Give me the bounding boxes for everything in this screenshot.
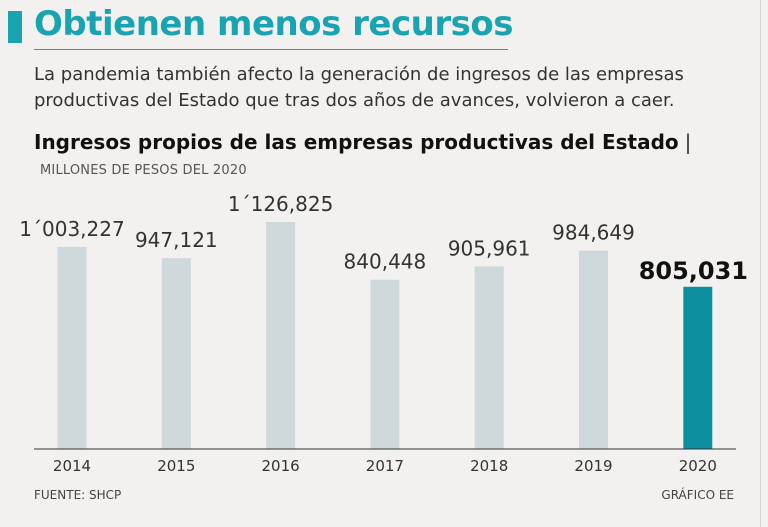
tick-label-2015: 2015: [157, 457, 195, 475]
graphic-credit: GRÁFICO EE: [661, 488, 734, 502]
tick-label-2020: 2020: [679, 457, 717, 475]
headline: Obtienen menos recursos: [34, 4, 513, 44]
bar-2018: [474, 266, 504, 449]
source-note: FUENTE: SHCP: [34, 488, 122, 502]
bar-2019: [579, 250, 608, 449]
data-label-2015: 947,121: [135, 228, 218, 252]
data-label-2014: 1´003,227: [19, 217, 124, 241]
bar-2016: [266, 222, 296, 449]
tick-label-2018: 2018: [470, 457, 508, 475]
data-label-2017: 840,448: [344, 250, 427, 274]
accent-bar: [8, 11, 22, 43]
chart-title: Ingresos propios de las empresas product…: [34, 130, 691, 154]
data-label-2020: 805,031: [639, 257, 748, 285]
bar-2020: [683, 286, 713, 449]
bar-2017: [370, 279, 400, 449]
chart-title-separator: |: [684, 130, 692, 154]
tick-label-2017: 2017: [366, 457, 404, 475]
tick-label-2014: 2014: [53, 457, 91, 475]
headline-rule: [34, 49, 508, 50]
data-label-2016: 1´126,825: [228, 192, 333, 216]
chart-title-text: Ingresos propios de las empresas product…: [34, 130, 679, 154]
tick-label-2016: 2016: [262, 457, 300, 475]
right-edge-rule: [760, 0, 761, 527]
unit-label: MILLONES DE PESOS DEL 2020: [40, 163, 247, 178]
intro-text: La pandemia también afecto la generación…: [34, 64, 684, 111]
tick-label-2019: 2019: [574, 457, 612, 475]
bar-2015: [161, 258, 191, 449]
bar-2014: [57, 246, 87, 449]
data-label-2018: 905,961: [448, 237, 531, 261]
data-label-2019: 984,649: [552, 221, 635, 245]
